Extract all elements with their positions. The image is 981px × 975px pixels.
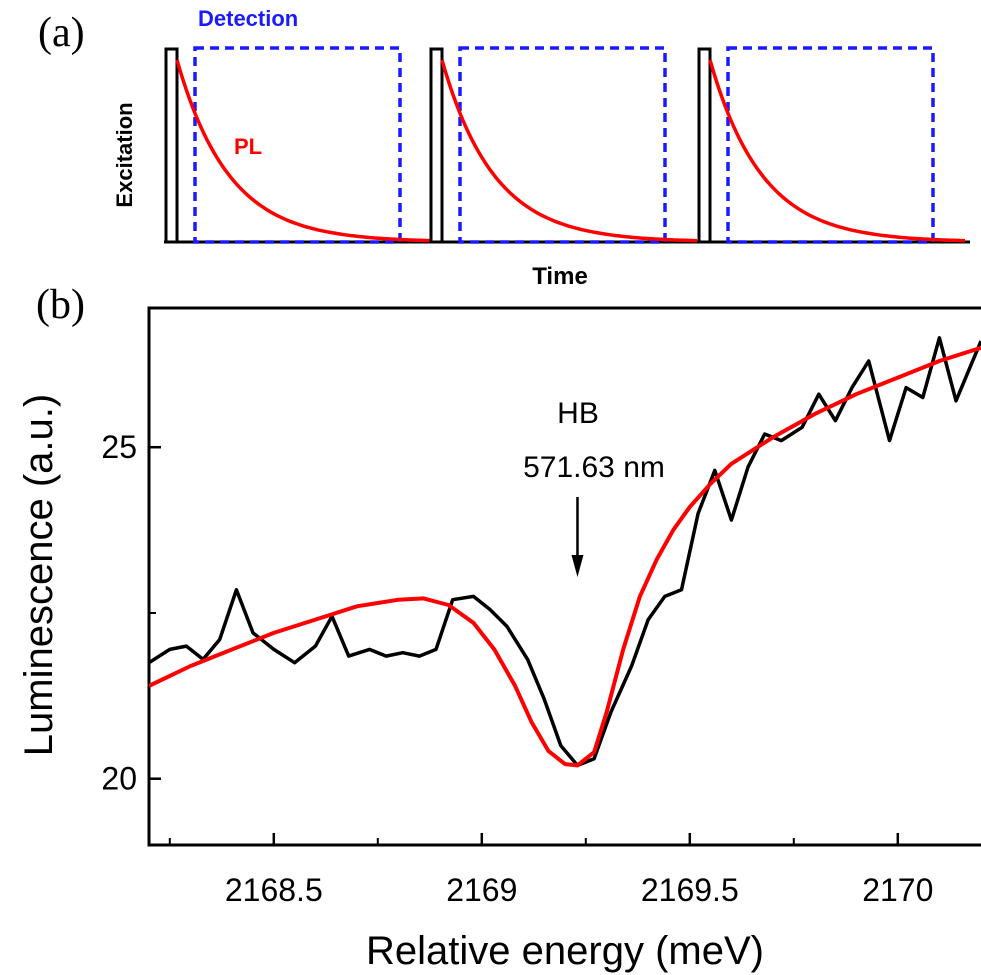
x-tick-label: 2170 xyxy=(862,872,933,908)
x-tick-label: 2168.5 xyxy=(225,872,323,908)
plot-frame xyxy=(147,306,981,847)
x-tick-label: 2169.5 xyxy=(641,872,739,908)
excitation-pulse xyxy=(164,47,179,244)
y-tick-label: 25 xyxy=(101,429,137,465)
y-axis-label: Luminescence (a.u.) xyxy=(17,394,61,756)
detection-window xyxy=(193,46,402,244)
x-tick-label: 2169 xyxy=(446,872,517,908)
pl-label: PL xyxy=(234,134,262,159)
excitation-axis-label: Excitation xyxy=(112,102,137,207)
pl-decay-curve xyxy=(175,59,432,243)
data-series-line xyxy=(149,336,981,768)
fit-series-line xyxy=(149,345,981,768)
x-axis-label: Relative energy (meV) xyxy=(366,929,764,973)
detection-window xyxy=(726,46,935,244)
panel-a-marks xyxy=(164,46,965,244)
hb-annotation-line2: 571.63 nm xyxy=(523,451,665,484)
hb-arrow-head xyxy=(571,555,584,577)
y-tick-label: 20 xyxy=(101,761,137,797)
detection-label: Detection xyxy=(198,6,298,31)
excitation-pulse xyxy=(697,47,712,244)
hb-annotation-line1: HB xyxy=(557,397,599,430)
panel-b-label: (b) xyxy=(36,282,85,328)
excitation-pulse xyxy=(429,47,444,244)
detection-window xyxy=(458,46,667,244)
panel-a-label: (a) xyxy=(38,10,85,56)
time-axis-label: Time xyxy=(532,263,588,290)
pl-decay-curve xyxy=(708,59,965,243)
pl-decay-curve xyxy=(440,59,697,243)
panel-b-axes: 2168.5 2169 2169.5 2170 20 25 xyxy=(101,306,981,908)
